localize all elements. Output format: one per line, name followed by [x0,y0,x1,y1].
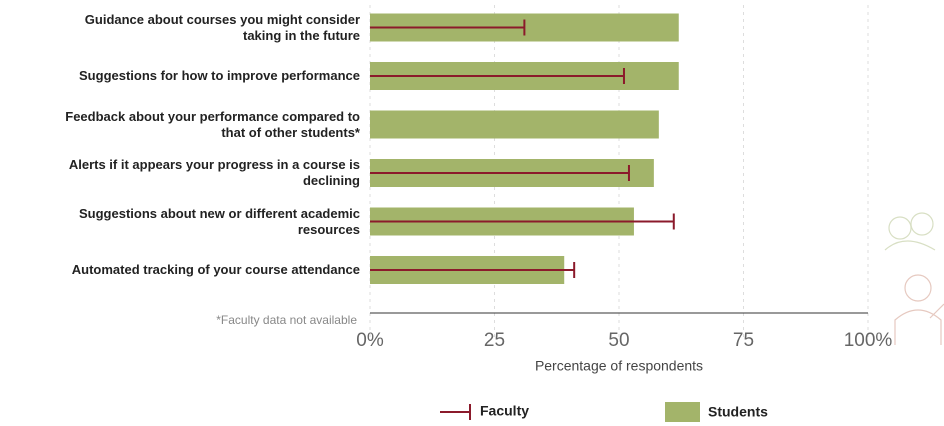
decoration [884,212,944,345]
x-tick-label: 50 [608,330,629,351]
x-tick-label: 75 [733,330,754,351]
category-label: Alerts if it appears your progress in a … [68,157,360,188]
category-label: Automated tracking of your course attend… [71,262,360,277]
legend-label: Faculty [480,403,529,419]
category-label: Feedback about your performance compared… [65,108,360,140]
faculty-line [370,68,625,84]
x-tick-label: 100% [844,330,893,351]
faculty-line [370,262,576,278]
legend-symbol [665,402,700,422]
x-tick-label: 25 [484,330,505,351]
category-label: Suggestions about new or different acade… [79,205,360,237]
x-axis-label: Percentage of respondents [535,358,703,374]
faculty-line [370,19,526,36]
category-label: Guidance about courses you might conside… [84,11,360,43]
legend-label: Students [708,404,768,420]
note: *Faculty data not available [216,313,357,327]
category-label: Suggestions for how to improve performan… [79,68,360,83]
faculty-line [370,165,630,181]
bar [370,110,659,139]
legend-symbol [440,404,471,420]
faculty-line [370,213,675,230]
x-tick-label: 0% [356,330,384,351]
